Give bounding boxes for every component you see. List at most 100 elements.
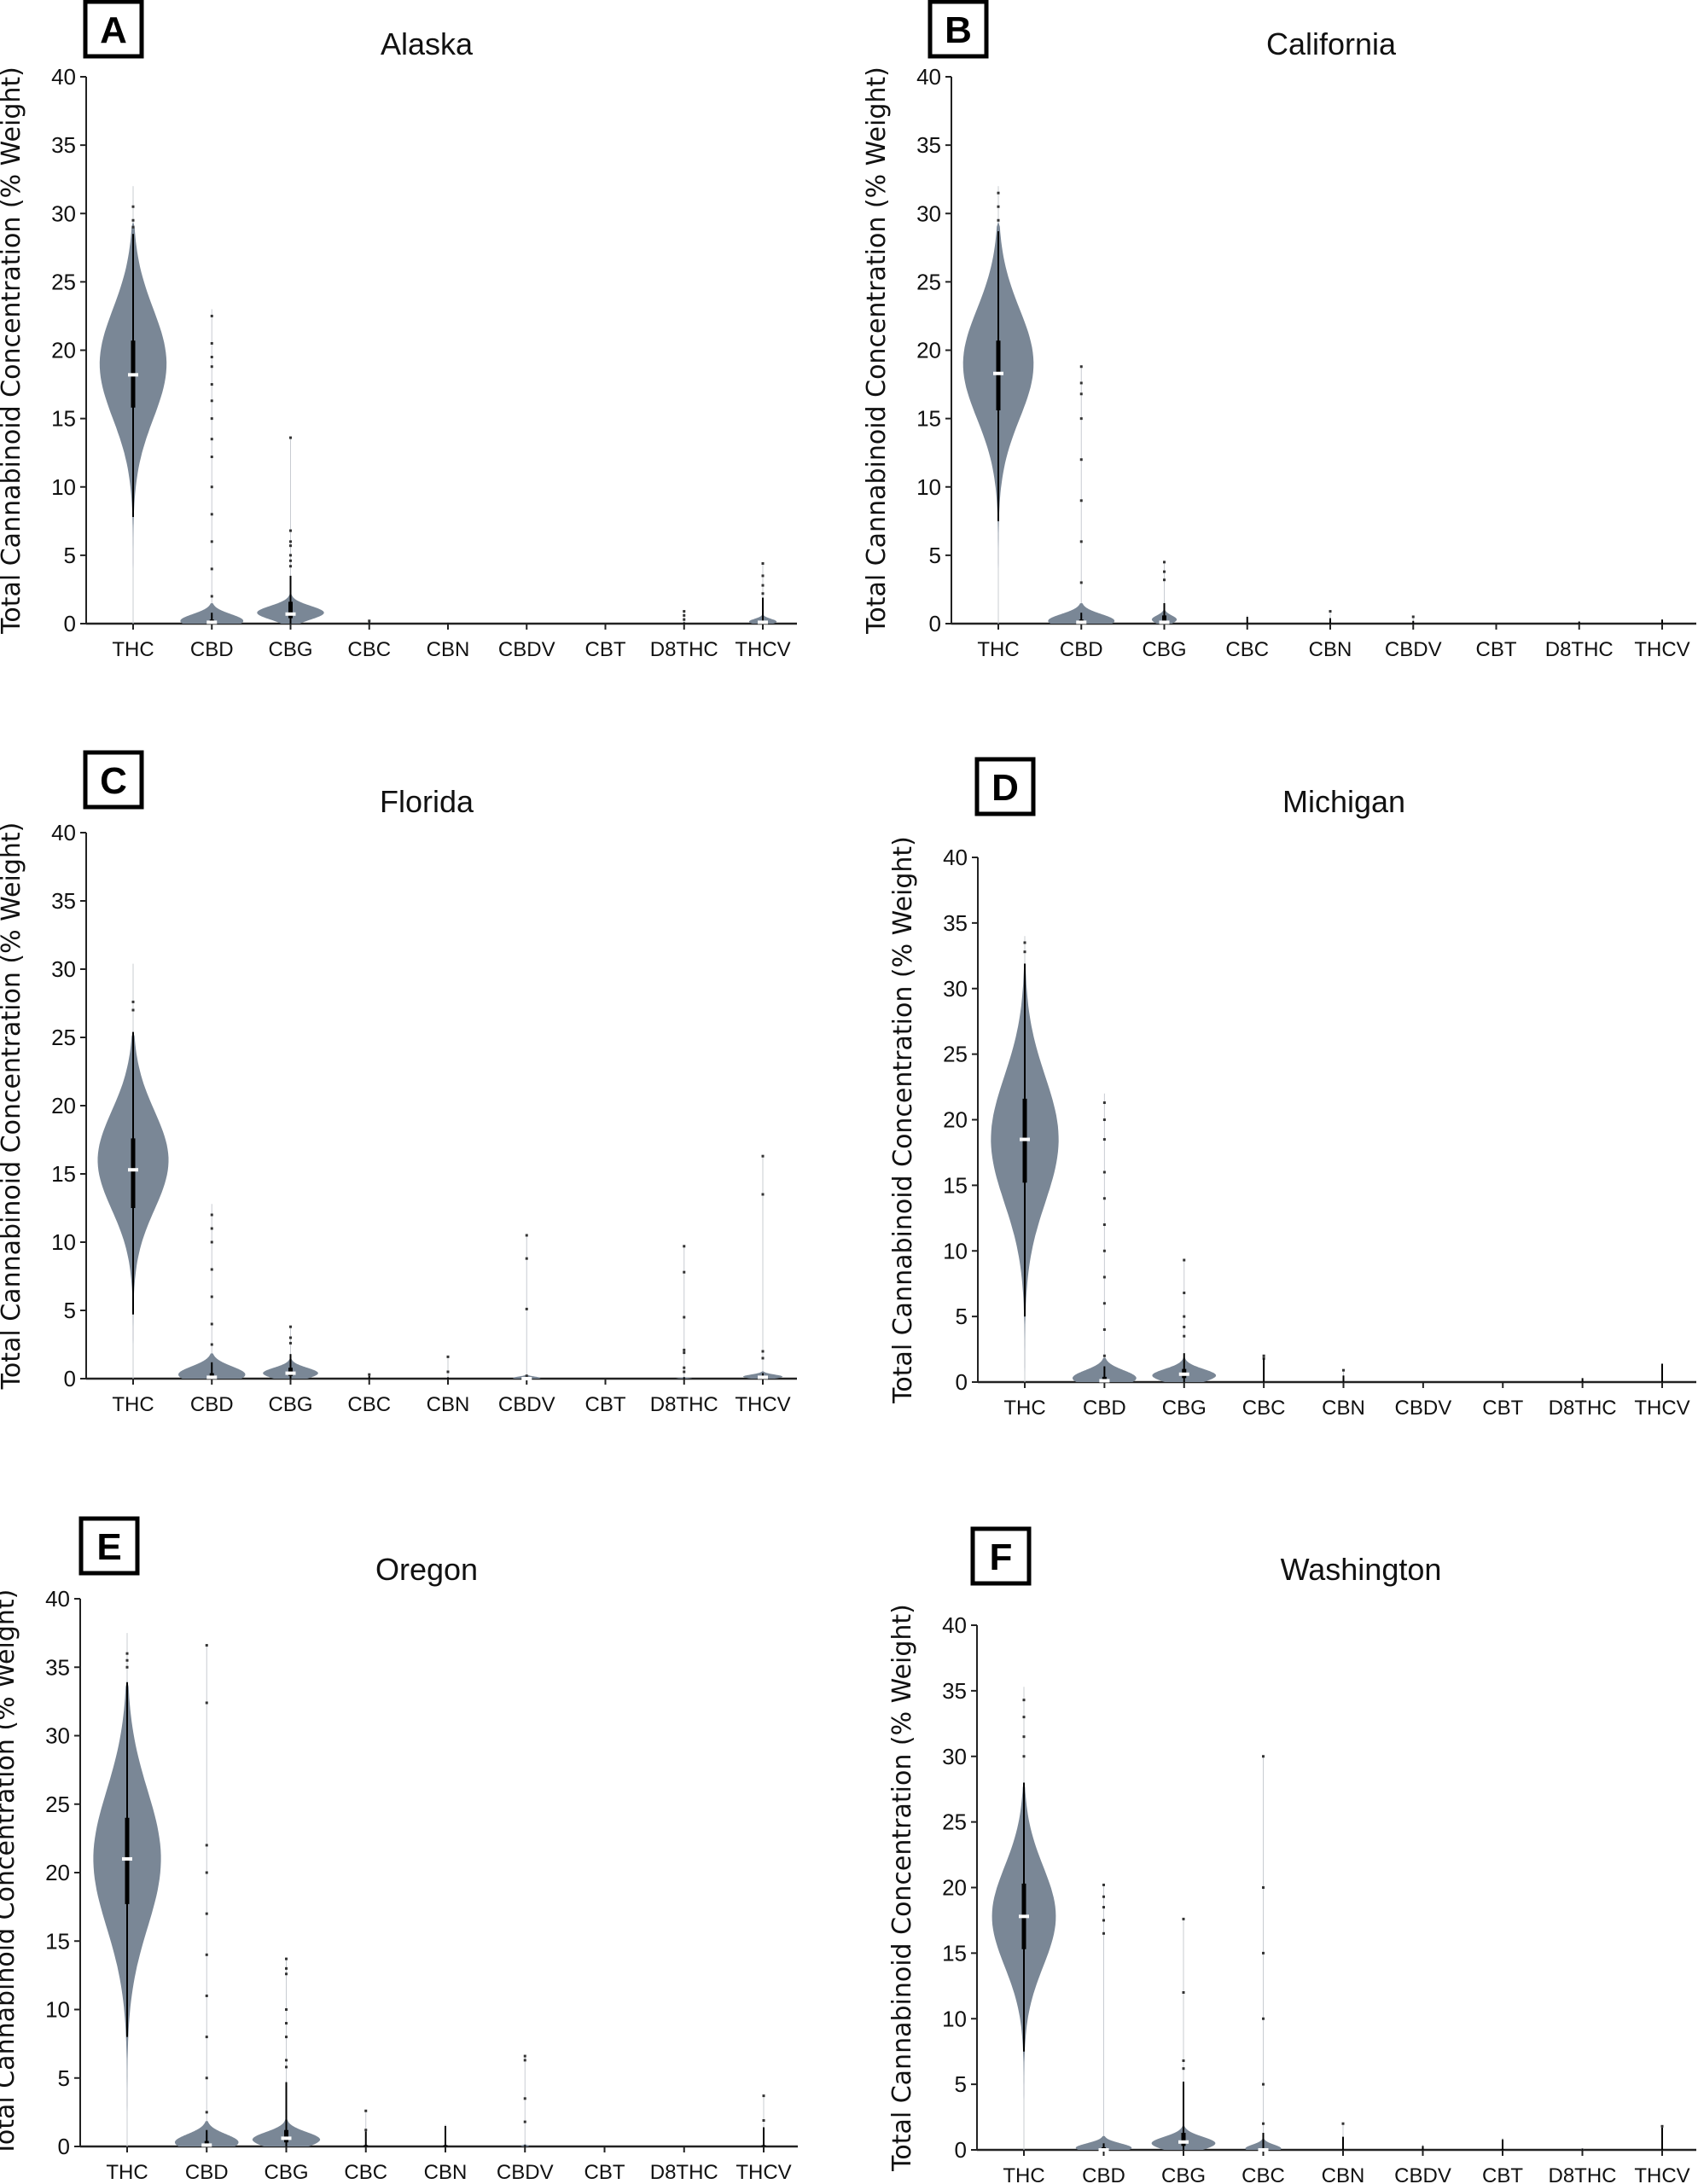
y-tick-label: 5 xyxy=(956,1304,968,1329)
outlier-point xyxy=(1102,1302,1106,1305)
outlier-point xyxy=(210,1343,213,1346)
outlier-point xyxy=(205,1912,208,1915)
x-tick-label: CBG xyxy=(268,638,312,661)
outlier-point xyxy=(210,356,213,359)
outlier-point xyxy=(762,2094,765,2098)
outlier-point xyxy=(205,2077,208,2080)
y-tick-label: 35 xyxy=(942,1678,967,1704)
outlier-point xyxy=(205,1701,208,1705)
outlier-point xyxy=(131,1000,135,1003)
x-tick-label: CBDV xyxy=(1394,2164,1451,2184)
outlier-point xyxy=(205,1644,208,1647)
y-tick-label: 20 xyxy=(943,1107,968,1133)
outlier-point xyxy=(525,1374,528,1378)
outlier-point xyxy=(131,218,135,222)
outlier-point xyxy=(289,1341,292,1345)
violin-cbd xyxy=(178,1204,246,1380)
panel-label: B xyxy=(945,9,972,51)
outlier-point xyxy=(997,191,1000,195)
outlier-point xyxy=(1079,417,1083,421)
x-tick-label: CBDV xyxy=(498,1393,555,1416)
x-tick-label: CBD xyxy=(1060,638,1103,661)
outlier-point xyxy=(1023,950,1026,954)
outlier-point xyxy=(205,2036,208,2039)
median-marker xyxy=(1178,2140,1189,2144)
y-tick-label: 40 xyxy=(51,64,76,90)
chart-title: California xyxy=(1266,26,1397,61)
y-tick-label: 15 xyxy=(51,1161,76,1187)
outlier-point xyxy=(761,1356,765,1360)
outlier-point xyxy=(1102,1883,1105,1886)
x-tick-label: CBC xyxy=(347,1393,391,1416)
outlier-point xyxy=(683,1366,686,1369)
panel-label-box xyxy=(79,1516,140,1576)
y-tick-label: 10 xyxy=(45,1997,70,2023)
y-tick-label: 0 xyxy=(929,611,941,636)
y-tick-label: 15 xyxy=(51,406,76,432)
outlier-point xyxy=(131,205,135,208)
violin-cbn xyxy=(1329,609,1332,624)
outlier-point xyxy=(997,205,1000,208)
outlier-point xyxy=(289,559,292,562)
y-tick-label: 0 xyxy=(956,1369,968,1395)
median-marker xyxy=(1020,1137,1030,1141)
violin-thc xyxy=(97,963,169,1379)
x-tick-label: CBN xyxy=(1322,1397,1365,1420)
y-tick-label: 35 xyxy=(943,910,968,936)
chart-title: Oregon xyxy=(375,1552,478,1587)
outlier-point xyxy=(1102,1249,1106,1252)
y-tick-label: 5 xyxy=(929,543,941,568)
y-tick-label: 5 xyxy=(58,2065,70,2091)
x-tick-label: CBG xyxy=(1142,638,1186,661)
x-tick-label: CBT xyxy=(585,638,626,661)
outlier-point xyxy=(683,1270,686,1274)
median-marker xyxy=(285,612,296,616)
outlier-point xyxy=(1102,1118,1106,1121)
outlier-point xyxy=(1183,1315,1186,1318)
outlier-point xyxy=(523,2097,526,2100)
outlier-point xyxy=(205,2111,208,2114)
outlier-point xyxy=(1341,2122,1345,2125)
y-tick-label: 20 xyxy=(51,1093,76,1118)
y-tick-label: 0 xyxy=(955,2137,967,2163)
x-tick-label: CBT xyxy=(1482,2164,1523,2184)
x-tick-label: CBN xyxy=(427,1393,470,1416)
violin-cbn xyxy=(1342,1368,1345,1382)
y-tick-label: 25 xyxy=(45,1792,70,1817)
y-tick-label: 15 xyxy=(942,1940,967,1966)
outlier-point xyxy=(285,2065,288,2069)
y-tick-label: 0 xyxy=(58,2134,70,2159)
outlier-point xyxy=(1182,2067,1185,2071)
violin-d8thc xyxy=(1581,1378,1584,1382)
violin-d8thc xyxy=(683,610,686,624)
y-tick-label: 25 xyxy=(943,1042,968,1067)
chart-title: Michigan xyxy=(1282,784,1405,819)
violin-cbd xyxy=(1075,1883,1132,2152)
violin-cbn xyxy=(1341,2122,1345,2150)
y-tick-label: 10 xyxy=(916,474,941,500)
x-tick-label: CBT xyxy=(585,1393,626,1416)
violin-thcv xyxy=(761,2094,766,2146)
outlier-point xyxy=(1411,615,1415,619)
outlier-point xyxy=(1183,1291,1186,1294)
median-marker xyxy=(758,1375,768,1380)
x-tick-label: CBT xyxy=(1482,1397,1523,1420)
outlier-point xyxy=(368,1373,371,1376)
x-tick-label: CBDV xyxy=(1395,1397,1452,1420)
outlier-point xyxy=(683,610,686,613)
outlier-point xyxy=(289,529,292,532)
outlier-point xyxy=(446,1355,450,1358)
outlier-point xyxy=(285,2008,288,2011)
median-marker xyxy=(206,620,218,624)
violin-d8thc xyxy=(1580,2148,1585,2150)
violin-cbd xyxy=(175,1643,239,2147)
outlier-point xyxy=(683,613,686,617)
panel-label: D xyxy=(991,767,1019,809)
y-tick-label: 35 xyxy=(45,1654,70,1680)
median-marker xyxy=(201,2143,212,2147)
y-tick-label: 20 xyxy=(45,1860,70,1885)
x-tick-label: D8THC xyxy=(1549,1397,1617,1420)
x-tick-label: THCV xyxy=(736,2161,791,2184)
violin-thc xyxy=(99,186,167,624)
violin-thcv xyxy=(1660,2124,1664,2150)
